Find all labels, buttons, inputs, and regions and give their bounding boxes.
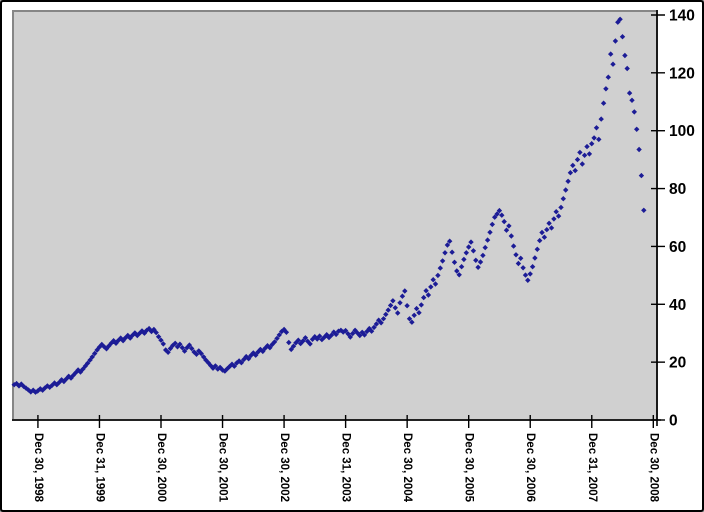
y-tick-label: 40 — [669, 297, 686, 314]
x-tick-label: Dec 31, 2007 — [586, 433, 598, 502]
y-tick-label: 140 — [669, 8, 695, 25]
y-tick-label: 0 — [669, 413, 678, 430]
x-tick-label: Dec 31, 2003 — [340, 433, 352, 502]
x-tick-label: Dec 30, 2006 — [524, 433, 536, 502]
x-tick-label: Dec 30, 2005 — [463, 433, 475, 503]
x-tick-label: Dec 30, 2002 — [278, 433, 290, 502]
x-tick-label: Dec 30, 2000 — [155, 433, 167, 502]
x-tick-label: Dec 30, 2001 — [217, 433, 229, 503]
y-tick-label: 100 — [669, 123, 695, 140]
y-tick-label: 80 — [669, 181, 686, 198]
plot-area — [12, 10, 658, 421]
x-tick-label: Dec 30, 1998 — [32, 433, 44, 503]
x-tick-label: Dec 31, 1999 — [93, 433, 105, 502]
y-tick-label: 60 — [669, 239, 686, 256]
y-tick-label: 20 — [669, 355, 686, 372]
x-tick-label: Dec 30, 2008 — [647, 433, 659, 503]
x-tick-label: Dec 30, 2004 — [401, 433, 413, 503]
y-tick-label: 120 — [669, 65, 695, 82]
